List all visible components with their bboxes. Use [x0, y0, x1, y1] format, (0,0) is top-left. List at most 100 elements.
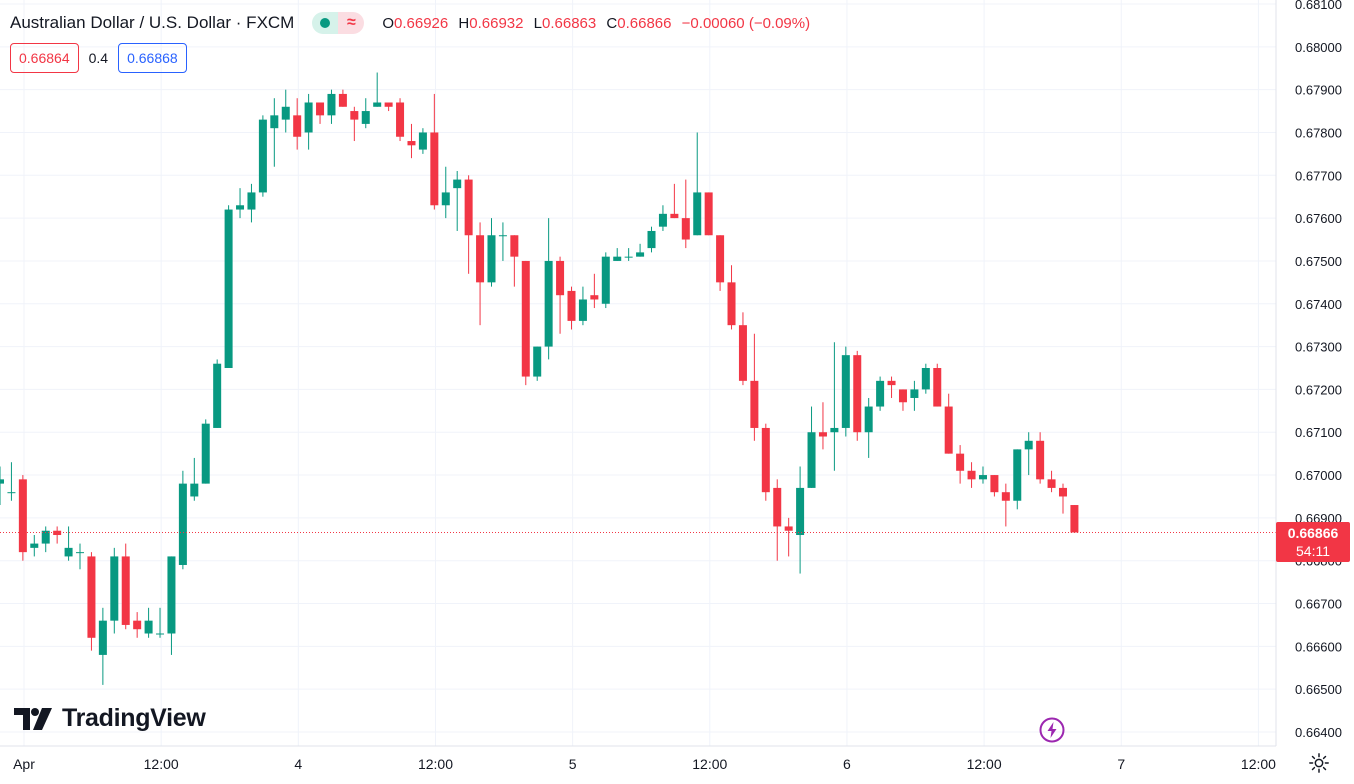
candle: [18, 475, 27, 561]
candle: [727, 265, 736, 330]
candle: [956, 445, 965, 484]
candle: [887, 376, 896, 398]
time-tick-label: 12:00: [144, 756, 179, 772]
candle: [1047, 470, 1056, 493]
candle-body: [978, 475, 987, 480]
time-tick-label: 4: [294, 756, 302, 772]
candle: [373, 72, 382, 107]
candle: [327, 89, 336, 124]
candle: [670, 183, 679, 219]
candle-body: [830, 427, 839, 433]
candle: [693, 132, 702, 236]
candle-body: [247, 192, 256, 210]
candle: [944, 393, 953, 454]
candle-body: [1058, 487, 1067, 497]
candle-body: [716, 235, 725, 283]
lightning-icon[interactable]: [1039, 717, 1065, 743]
open-label: O: [382, 14, 395, 32]
market-status[interactable]: ≈: [312, 12, 365, 34]
candle-body: [121, 556, 130, 625]
candle-body: [7, 492, 16, 494]
candle-body: [533, 346, 542, 377]
candle-body: [670, 213, 679, 219]
tradingview-logo[interactable]: TradingView: [14, 704, 206, 733]
last-price-value: 0.66866: [1288, 525, 1339, 541]
candle: [864, 397, 873, 458]
candle-body: [727, 282, 736, 326]
candle: [876, 376, 885, 411]
candle: [910, 380, 919, 411]
candle-body: [990, 475, 999, 493]
candle: [7, 462, 16, 501]
candle-body: [18, 479, 27, 553]
candle: [578, 286, 587, 326]
candle: [167, 556, 176, 655]
candle: [110, 547, 119, 634]
candle-body: [898, 389, 907, 403]
delayed-data-icon: ≈: [338, 12, 365, 34]
price-tick-label: 0.68100: [1295, 0, 1342, 12]
time-axis[interactable]: Apr 12:00 4 12:00 5 12:00 6 12:00 7 12:00: [0, 745, 1276, 772]
gear-icon[interactable]: [1308, 752, 1330, 774]
time-tick-label: 12:00: [1241, 756, 1276, 772]
price-tick-label: 0.67000: [1295, 468, 1342, 483]
candle-body: [693, 192, 702, 236]
candle-body: [441, 192, 450, 206]
candle: [1024, 432, 1033, 476]
candle: [647, 226, 656, 253]
candle: [613, 248, 622, 261]
price-tick-label: 0.66500: [1295, 682, 1342, 697]
candle: [430, 93, 439, 210]
symbol-title[interactable]: Australian Dollar / U.S. Dollar · FXCM: [10, 13, 295, 32]
price-tick-label: 0.67300: [1295, 340, 1342, 355]
candle-body: [1036, 440, 1045, 480]
candle: [773, 479, 782, 561]
candle-body: [418, 132, 427, 150]
candle: [521, 260, 530, 386]
candle-body: [30, 543, 39, 548]
candle: [133, 612, 142, 638]
brand-name: TradingView: [62, 704, 206, 732]
candle-body: [876, 380, 885, 407]
candle-body: [681, 218, 690, 240]
candle: [476, 222, 485, 326]
candle-body: [647, 230, 656, 249]
candle: [464, 175, 473, 274]
candle: [624, 248, 633, 261]
candle-body: [76, 552, 85, 554]
candle-body: [41, 530, 50, 544]
high-label: H: [458, 14, 470, 32]
candle: [384, 102, 393, 112]
candle-body: [281, 106, 290, 120]
time-tick-label: 12:00: [967, 756, 1002, 772]
candle: [841, 346, 850, 437]
candle: [76, 543, 85, 570]
price-tick-label: 0.67600: [1295, 211, 1342, 226]
candle-body: [807, 432, 816, 488]
candle-body: [704, 192, 713, 236]
candle: [830, 342, 839, 471]
buy-button[interactable]: 0.66868: [118, 43, 187, 73]
candle: [0, 466, 4, 506]
candle-body: [133, 620, 142, 630]
candle: [601, 252, 610, 309]
candle: [978, 466, 987, 484]
candle: [201, 419, 210, 484]
low-label: L: [533, 14, 543, 32]
sell-button[interactable]: 0.66864: [10, 43, 79, 73]
quote-buttons: 0.66864 0.4 0.66868: [10, 43, 187, 73]
candle-body: [98, 620, 107, 655]
candle: [441, 166, 450, 219]
candle-body: [601, 256, 610, 304]
candle-body: [361, 111, 370, 124]
candle: [636, 243, 645, 257]
candle: [807, 406, 816, 488]
candle: [190, 457, 199, 501]
candle-body: [738, 325, 747, 381]
price-axis[interactable]: 0.68100 0.68000 0.67900 0.67800 0.67700 0.676…: [1275, 0, 1342, 746]
price-tick-label: 0.66700: [1295, 597, 1342, 612]
candle-body: [658, 213, 667, 227]
candle-body: [636, 252, 645, 257]
candle-body: [464, 179, 473, 236]
